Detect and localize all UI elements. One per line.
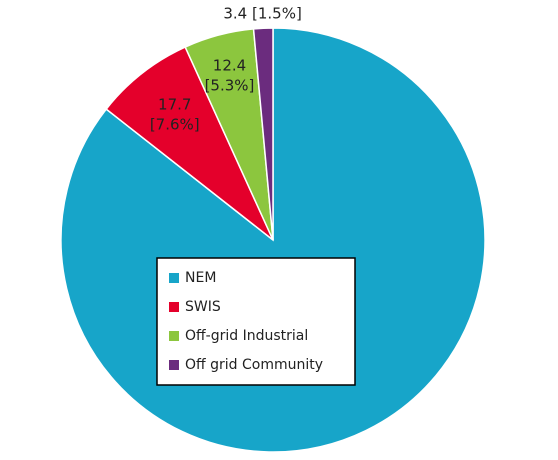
legend-swatch	[169, 331, 179, 341]
percent-label: [5.3%]	[205, 77, 255, 95]
value-label: 12.4	[213, 57, 246, 75]
pie-slice	[105, 46, 274, 241]
legend-label: SWIS	[185, 299, 221, 315]
value-label: 3.4	[223, 4, 247, 22]
data-label: 3.4 [1.5%]	[223, 4, 301, 22]
value-label: 17.7	[158, 95, 191, 113]
legend-label: NEM	[185, 270, 216, 286]
legend: NEM SWIS Off-grid Industrial Off grid Commu…	[156, 257, 356, 386]
percent-label: [1.5%]	[252, 4, 302, 22]
legend-swatch	[169, 360, 179, 370]
pie-slice	[252, 27, 274, 241]
legend-label: Off-grid Industrial	[185, 328, 308, 344]
legend-box	[156, 257, 356, 386]
legend-label: Off grid Community	[185, 357, 323, 373]
legend-swatch	[169, 302, 179, 312]
percent-label: [7.6%]	[150, 115, 200, 133]
legend-swatch	[169, 273, 179, 283]
